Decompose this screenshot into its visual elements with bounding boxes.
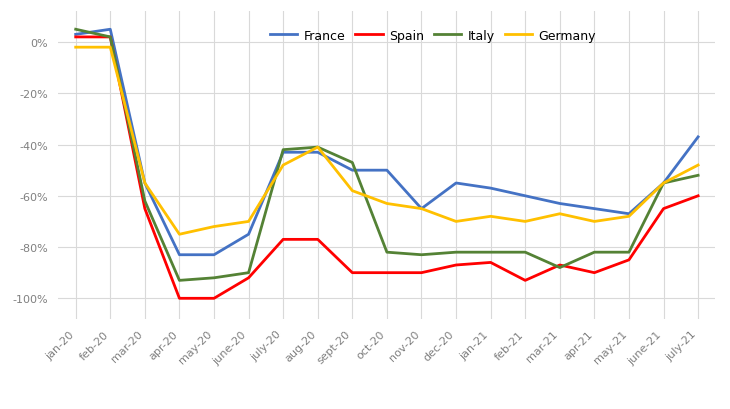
Germany — [210, 225, 218, 229]
France — [694, 135, 702, 140]
Spain — [556, 263, 564, 268]
Italy — [590, 250, 599, 255]
Italy — [383, 250, 391, 255]
Germany — [72, 46, 80, 51]
Spain — [140, 207, 149, 211]
Italy — [313, 145, 322, 150]
Germany — [486, 214, 495, 219]
Italy — [556, 265, 564, 270]
Italy — [694, 173, 702, 178]
Germany — [106, 46, 115, 51]
France — [106, 28, 115, 33]
Germany — [313, 145, 322, 150]
Italy — [520, 250, 529, 255]
France — [279, 151, 288, 155]
Germany — [175, 232, 184, 237]
Italy — [417, 253, 426, 258]
Line: Italy: Italy — [76, 30, 698, 281]
Spain — [452, 263, 461, 268]
Germany — [694, 163, 702, 168]
Germany — [140, 181, 149, 186]
Spain — [348, 271, 357, 276]
Italy — [140, 199, 149, 204]
Spain — [417, 271, 426, 276]
Spain — [245, 276, 253, 281]
Germany — [348, 189, 357, 194]
France — [452, 181, 461, 186]
France — [245, 232, 253, 237]
France — [625, 212, 634, 217]
Germany — [383, 202, 391, 207]
France — [486, 186, 495, 191]
Germany — [520, 219, 529, 224]
France — [72, 33, 80, 38]
Spain — [279, 237, 288, 242]
Italy — [210, 276, 218, 281]
Spain — [383, 271, 391, 276]
Italy — [106, 36, 115, 40]
Spain — [486, 261, 495, 265]
Italy — [175, 278, 184, 283]
Italy — [659, 181, 668, 186]
Germany — [556, 212, 564, 217]
Spain — [72, 36, 80, 40]
Spain — [590, 271, 599, 276]
Germany — [625, 214, 634, 219]
Italy — [245, 271, 253, 276]
Germany — [245, 219, 253, 224]
Germany — [590, 219, 599, 224]
Germany — [452, 219, 461, 224]
France — [590, 207, 599, 211]
France — [383, 169, 391, 173]
Italy — [72, 28, 80, 33]
Line: Germany: Germany — [76, 48, 698, 235]
Line: Spain: Spain — [76, 38, 698, 299]
Germany — [279, 163, 288, 168]
Italy — [348, 161, 357, 166]
France — [417, 207, 426, 211]
France — [313, 151, 322, 155]
Italy — [452, 250, 461, 255]
Spain — [625, 258, 634, 263]
France — [348, 169, 357, 173]
Legend: France, Spain, Italy, Germany: France, Spain, Italy, Germany — [265, 25, 601, 47]
Spain — [313, 237, 322, 242]
Germany — [417, 207, 426, 211]
Line: France: France — [76, 30, 698, 255]
Italy — [279, 148, 288, 153]
Spain — [210, 296, 218, 301]
Spain — [106, 36, 115, 40]
France — [175, 253, 184, 258]
Italy — [486, 250, 495, 255]
Spain — [520, 278, 529, 283]
Italy — [625, 250, 634, 255]
France — [210, 253, 218, 258]
France — [659, 181, 668, 186]
Germany — [659, 181, 668, 186]
France — [140, 181, 149, 186]
Spain — [659, 207, 668, 211]
France — [520, 194, 529, 199]
Spain — [694, 194, 702, 199]
Spain — [175, 296, 184, 301]
France — [556, 202, 564, 207]
